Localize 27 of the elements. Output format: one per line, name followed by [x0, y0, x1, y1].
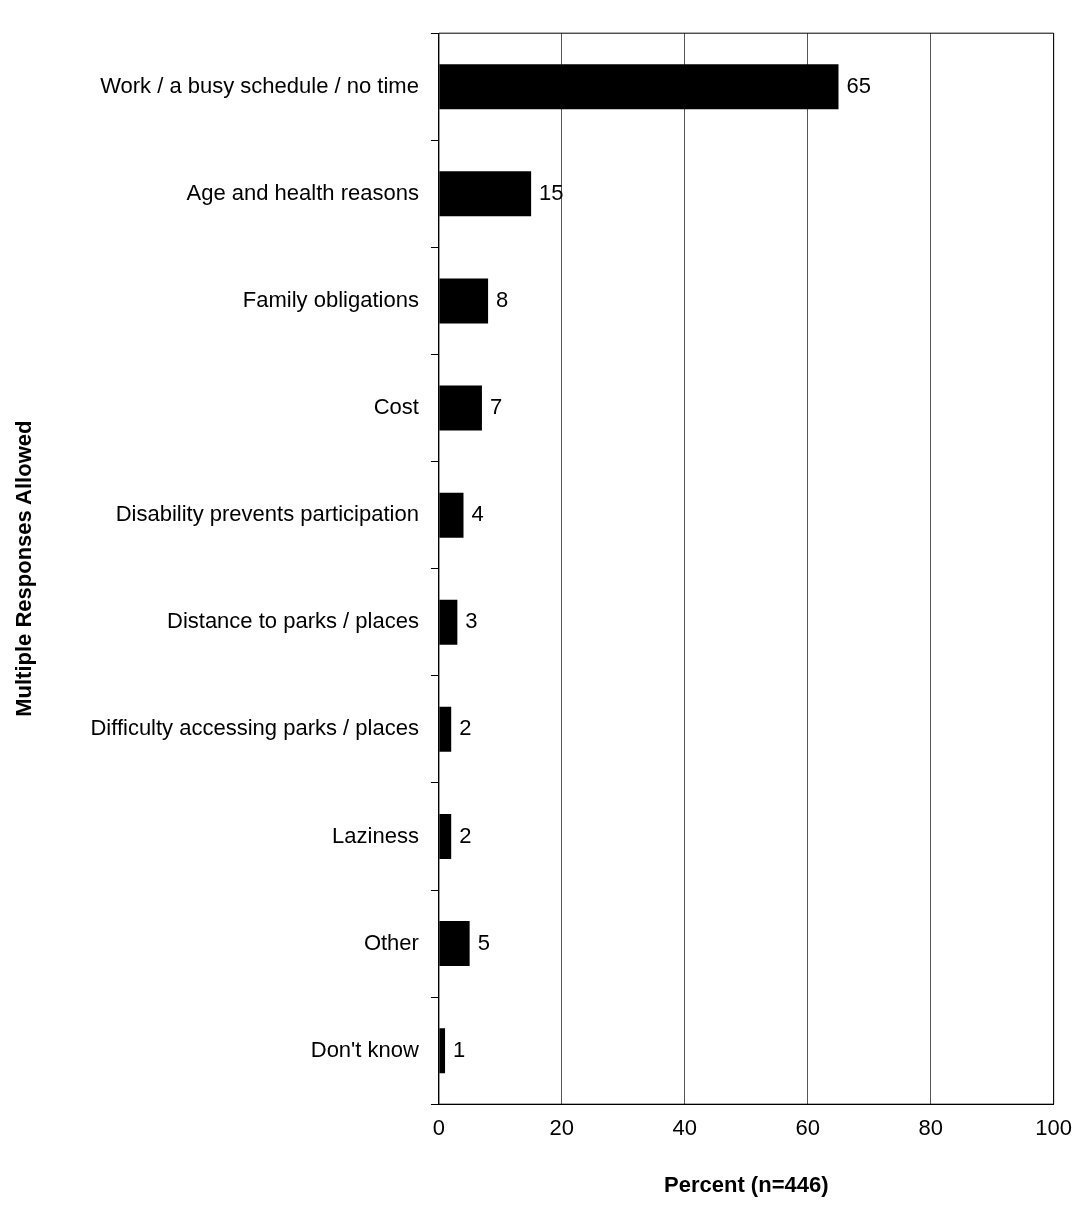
y-tick-label: Family obligations: [242, 287, 419, 313]
y-tick-label: Laziness: [332, 822, 419, 848]
data-label: 7: [489, 394, 503, 420]
data-label: 4: [471, 501, 484, 527]
x-tick-label: 60: [795, 1115, 820, 1141]
x-axis-title: Percent (n=446): [664, 1171, 829, 1197]
data-label: 1: [453, 1036, 466, 1062]
data-label: 2: [459, 822, 472, 848]
data-label: 8: [496, 287, 509, 313]
y-tick-label: Other: [363, 929, 419, 955]
x-tick-label: 20: [549, 1115, 575, 1141]
y-tick-label: Difficulty accessing parks / places: [90, 715, 419, 741]
data-label: 65: [846, 72, 871, 98]
data-label: 2: [459, 715, 472, 741]
x-tick-label: 100: [1035, 1115, 1073, 1141]
y-tick-label: Cost: [373, 394, 419, 420]
data-label: 5: [477, 929, 490, 955]
y-tick-label: Disability prevents participation: [115, 501, 419, 527]
y-axis-title: Multiple Responses Allowed: [11, 420, 37, 717]
y-tick-label: Distance to parks / places: [167, 608, 419, 634]
x-tick-label: 80: [918, 1115, 943, 1141]
x-tick-label: 0: [432, 1115, 446, 1141]
data-label: 3: [465, 608, 478, 634]
y-tick-label: Don't know: [310, 1036, 419, 1062]
y-tick-label: Age and health reasons: [186, 179, 419, 205]
x-tick-label: 40: [672, 1115, 698, 1141]
y-tick-label: Work / a busy schedule / no time: [100, 72, 419, 98]
